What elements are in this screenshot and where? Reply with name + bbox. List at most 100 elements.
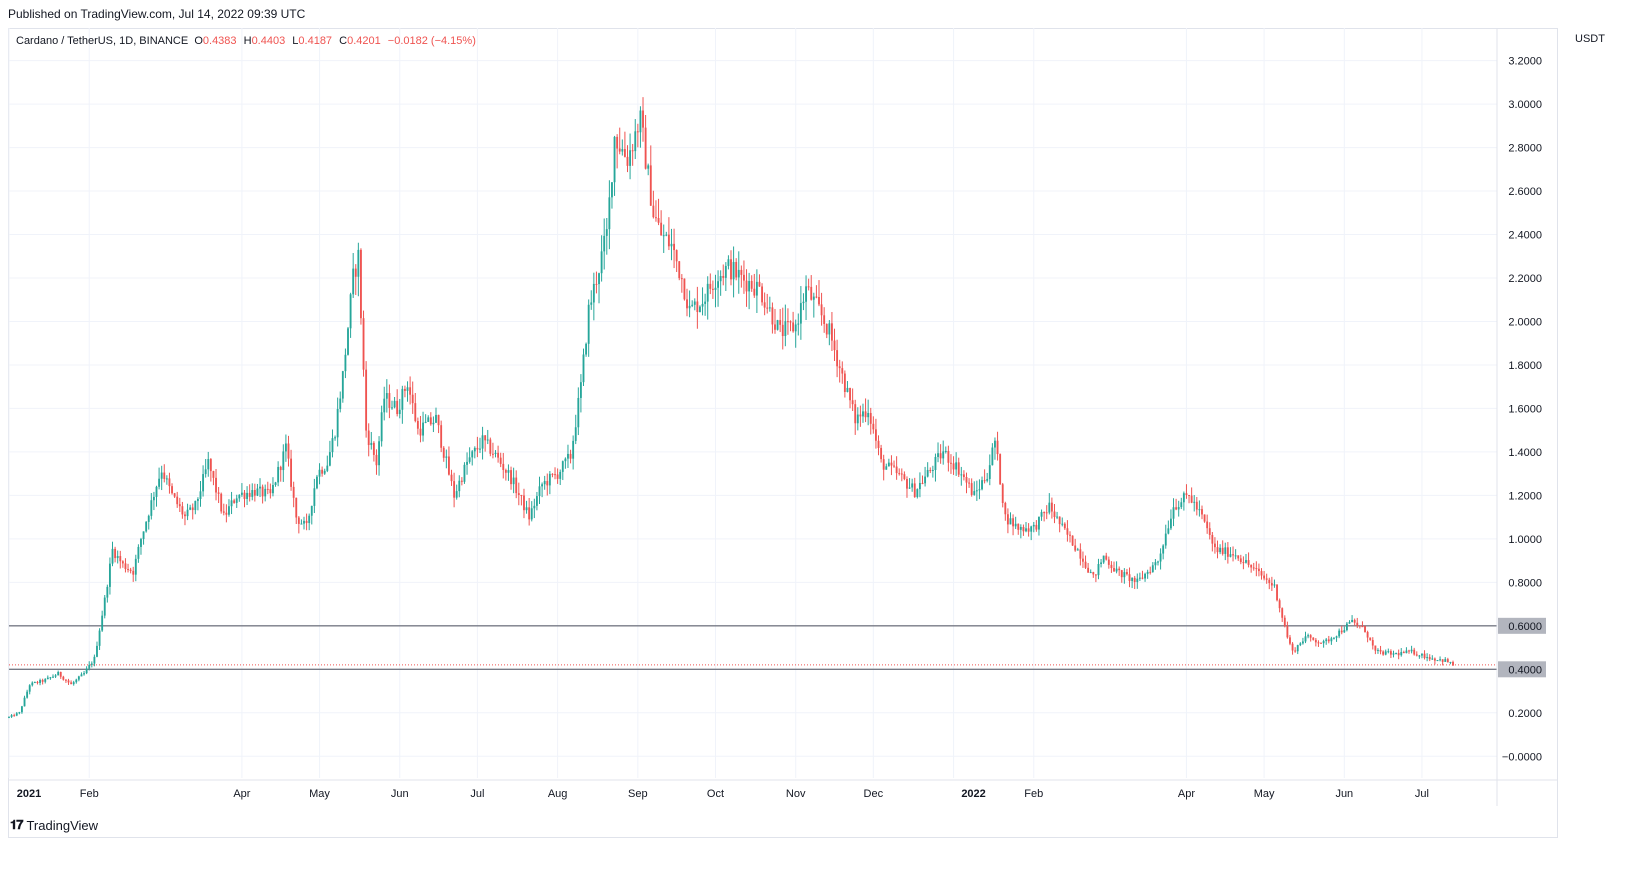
candle[interactable] bbox=[774, 308, 776, 334]
candle[interactable] bbox=[429, 412, 432, 426]
candle[interactable] bbox=[458, 475, 461, 498]
candle[interactable] bbox=[165, 475, 168, 485]
candle[interactable] bbox=[1283, 615, 1286, 628]
candle[interactable] bbox=[1224, 542, 1227, 561]
candle[interactable] bbox=[528, 497, 531, 526]
candle[interactable] bbox=[1371, 637, 1374, 650]
candle[interactable] bbox=[344, 348, 347, 379]
candle[interactable] bbox=[1392, 650, 1395, 658]
candle[interactable] bbox=[1226, 542, 1229, 564]
candle[interactable] bbox=[605, 217, 608, 255]
candle[interactable] bbox=[1175, 498, 1178, 511]
candle[interactable] bbox=[427, 415, 430, 423]
candle[interactable] bbox=[497, 445, 500, 463]
candlestick-series[interactable] bbox=[8, 97, 1454, 719]
candle[interactable] bbox=[649, 145, 652, 206]
candle[interactable] bbox=[168, 472, 171, 494]
candle[interactable] bbox=[999, 453, 1002, 485]
candle[interactable] bbox=[864, 398, 867, 423]
candle[interactable] bbox=[1167, 520, 1170, 535]
candle[interactable] bbox=[36, 680, 39, 685]
candle[interactable] bbox=[1307, 633, 1310, 639]
candle[interactable] bbox=[1188, 494, 1190, 504]
candle[interactable] bbox=[1035, 520, 1038, 532]
candle[interactable] bbox=[613, 135, 616, 196]
candle[interactable] bbox=[730, 250, 732, 286]
candle[interactable] bbox=[186, 503, 189, 521]
candle[interactable] bbox=[600, 235, 603, 282]
candle[interactable] bbox=[512, 467, 515, 494]
candle[interactable] bbox=[463, 462, 466, 484]
candle[interactable] bbox=[634, 119, 637, 160]
candle[interactable] bbox=[706, 276, 709, 320]
candle[interactable] bbox=[1105, 552, 1108, 561]
candle[interactable] bbox=[277, 461, 280, 487]
candle[interactable] bbox=[623, 131, 626, 158]
candle[interactable] bbox=[1286, 621, 1289, 639]
candle[interactable] bbox=[1338, 628, 1341, 639]
candle[interactable] bbox=[1281, 607, 1284, 622]
candle[interactable] bbox=[396, 389, 399, 417]
candle[interactable] bbox=[766, 293, 769, 314]
candle[interactable] bbox=[341, 370, 344, 403]
candle[interactable] bbox=[44, 678, 47, 684]
candle[interactable] bbox=[556, 468, 559, 484]
candle[interactable] bbox=[1182, 491, 1185, 511]
candle[interactable] bbox=[445, 449, 448, 469]
candle[interactable] bbox=[957, 457, 960, 477]
candle[interactable] bbox=[21, 705, 23, 714]
candle[interactable] bbox=[111, 541, 114, 567]
candle[interactable] bbox=[424, 414, 427, 424]
candle[interactable] bbox=[1330, 636, 1333, 645]
candle[interactable] bbox=[688, 290, 691, 318]
candle[interactable] bbox=[732, 246, 735, 298]
candle[interactable] bbox=[121, 560, 124, 568]
candle[interactable] bbox=[372, 441, 375, 462]
candle[interactable] bbox=[33, 681, 36, 684]
candle[interactable] bbox=[290, 449, 293, 491]
candle[interactable] bbox=[869, 407, 872, 435]
candle[interactable] bbox=[137, 544, 140, 563]
candle[interactable] bbox=[1058, 516, 1061, 533]
candle[interactable] bbox=[292, 481, 295, 508]
candle[interactable] bbox=[1126, 568, 1128, 576]
candle[interactable] bbox=[660, 210, 663, 236]
candle[interactable] bbox=[357, 242, 360, 297]
candle[interactable] bbox=[991, 443, 994, 466]
candle[interactable] bbox=[419, 415, 422, 443]
candle[interactable] bbox=[887, 458, 890, 467]
candle[interactable] bbox=[504, 468, 507, 481]
candle[interactable] bbox=[1107, 556, 1110, 569]
candle[interactable] bbox=[49, 676, 52, 680]
candle[interactable] bbox=[1154, 559, 1157, 570]
candle[interactable] bbox=[574, 414, 577, 445]
candle[interactable] bbox=[771, 302, 774, 334]
candle[interactable] bbox=[895, 456, 898, 480]
candle[interactable] bbox=[929, 467, 932, 474]
candle[interactable] bbox=[1265, 573, 1268, 584]
candle[interactable] bbox=[259, 478, 261, 498]
candle[interactable] bbox=[937, 442, 939, 463]
candle[interactable] bbox=[375, 449, 378, 475]
candle[interactable] bbox=[476, 436, 479, 458]
candle[interactable] bbox=[486, 429, 489, 445]
candle[interactable] bbox=[10, 714, 13, 718]
candle[interactable] bbox=[1045, 505, 1048, 520]
candle[interactable] bbox=[735, 258, 738, 281]
candle[interactable] bbox=[155, 485, 158, 507]
candle[interactable] bbox=[1208, 522, 1211, 540]
candle[interactable] bbox=[820, 292, 823, 326]
candle[interactable] bbox=[398, 398, 401, 419]
candle[interactable] bbox=[303, 516, 305, 530]
candle[interactable] bbox=[779, 308, 782, 333]
candle[interactable] bbox=[830, 311, 833, 352]
candle[interactable] bbox=[310, 505, 313, 525]
candle[interactable] bbox=[1146, 569, 1149, 579]
candle[interactable] bbox=[1198, 500, 1201, 517]
candle[interactable] bbox=[1340, 626, 1343, 635]
candle[interactable] bbox=[639, 106, 642, 148]
candle[interactable] bbox=[1195, 496, 1198, 516]
candle[interactable] bbox=[567, 444, 569, 469]
candle[interactable] bbox=[447, 446, 450, 476]
candle[interactable] bbox=[1252, 562, 1255, 571]
